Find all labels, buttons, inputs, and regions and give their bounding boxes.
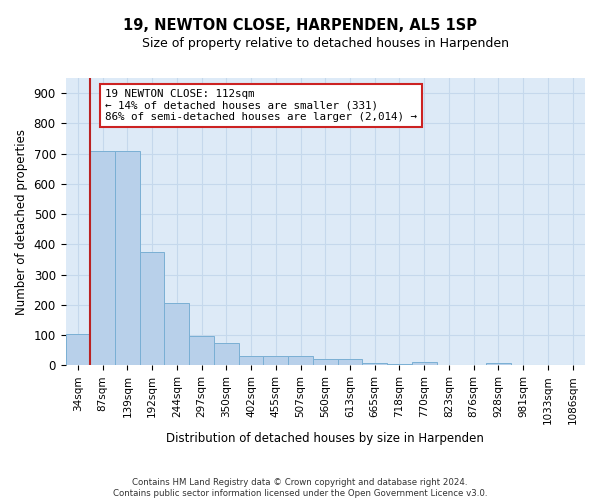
X-axis label: Distribution of detached houses by size in Harpenden: Distribution of detached houses by size …	[166, 432, 484, 445]
Y-axis label: Number of detached properties: Number of detached properties	[15, 128, 28, 314]
Bar	[140, 252, 164, 366]
Bar	[288, 356, 313, 366]
Text: 19, NEWTON CLOSE, HARPENDEN, AL5 1SP: 19, NEWTON CLOSE, HARPENDEN, AL5 1SP	[123, 18, 477, 32]
Text: Contains HM Land Registry data © Crown copyright and database right 2024.
Contai: Contains HM Land Registry data © Crown c…	[113, 478, 487, 498]
Bar	[65, 334, 90, 366]
Bar	[214, 342, 239, 365]
Bar	[189, 336, 214, 366]
Bar	[412, 362, 437, 366]
Bar	[387, 364, 412, 366]
Title: Size of property relative to detached houses in Harpenden: Size of property relative to detached ho…	[142, 38, 509, 51]
Bar	[115, 150, 140, 366]
Bar	[90, 150, 115, 366]
Bar	[239, 356, 263, 366]
Bar	[362, 363, 387, 366]
Bar	[164, 302, 189, 366]
Bar	[486, 363, 511, 366]
Bar	[263, 356, 288, 366]
Text: 19 NEWTON CLOSE: 112sqm
← 14% of detached houses are smaller (331)
86% of semi-d: 19 NEWTON CLOSE: 112sqm ← 14% of detache…	[105, 88, 417, 122]
Bar	[313, 360, 338, 366]
Bar	[338, 358, 362, 366]
